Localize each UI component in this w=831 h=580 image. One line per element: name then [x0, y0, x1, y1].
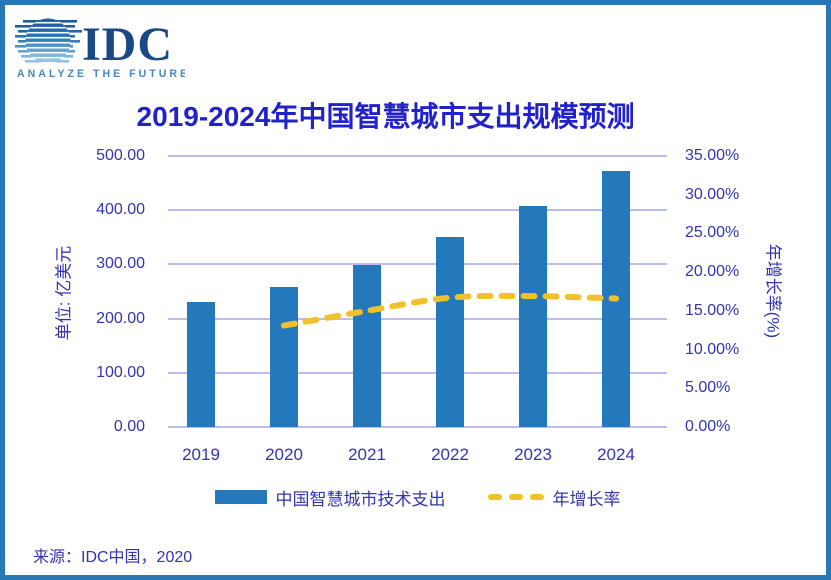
- left-axis-tick: 100.00: [96, 363, 145, 381]
- bar-2022: [436, 237, 464, 427]
- bar-2019: [187, 302, 215, 427]
- globe-icon: [25, 18, 71, 64]
- chart-title: 2019-2024年中国智慧城市支出规模预测: [136, 101, 635, 132]
- idc-logo-tagline: ANALYZE THE FUTURE: [17, 68, 185, 80]
- dash-series-swatch: [487, 494, 544, 500]
- x-axis-labels: 2019 2020 2021 2022 2023 2024: [168, 445, 667, 467]
- left-axis-tick: 300.00: [96, 255, 145, 273]
- x-axis-label-2023: 2023: [514, 445, 552, 464]
- right-axis-tick: 30.00%: [685, 185, 740, 203]
- legend-item-growth: 年增长率: [487, 485, 621, 510]
- legend-label-spending: 中国智慧城市技术支出: [275, 489, 446, 509]
- x-axis-label-2020: 2020: [265, 445, 303, 464]
- right-axis-tick: 20.00%: [685, 263, 740, 281]
- bar-2023: [519, 206, 547, 427]
- right-axis-tick: 5.00%: [685, 379, 731, 397]
- gridline: [168, 371, 667, 374]
- bar-series-swatch: [214, 490, 267, 504]
- idc-logo: IDC ANALYZE THE FUTURE: [15, 18, 185, 80]
- right-axis-tick: 25.00%: [685, 224, 740, 242]
- x-axis-label-2019: 2019: [182, 445, 220, 464]
- growth-rate-line: [281, 292, 619, 329]
- right-axis-tick: 35.00%: [685, 147, 740, 164]
- gridline: [168, 317, 667, 320]
- left-axis-tick: 0.00: [113, 418, 145, 435]
- legend: 中国智慧城市技术支出 年增长率: [168, 485, 667, 509]
- legend-item-spending: 中国智慧城市技术支出: [214, 485, 446, 510]
- right-axis-tick: 15.00%: [685, 301, 740, 319]
- x-axis-label-2021: 2021: [348, 445, 386, 464]
- right-axis-tick: 0.00%: [685, 418, 731, 435]
- bar-2020: [270, 286, 298, 427]
- x-axis-label-2022: 2022: [431, 445, 469, 464]
- right-axis-tick: 10.00%: [685, 340, 740, 358]
- gridline: [168, 263, 667, 266]
- right-axis-ticks: 35.00% 30.00% 25.00% 20.00% 15.00% 10.00% 5.00…: [685, 147, 795, 435]
- left-axis-tick: 400.00: [96, 201, 145, 219]
- x-axis-label-2024: 2024: [597, 445, 635, 464]
- plot-area: [168, 155, 667, 428]
- legend-label-growth: 年增长率: [552, 489, 621, 509]
- left-axis-tick: 200.00: [96, 309, 145, 327]
- idc-logo-text: IDC: [82, 18, 173, 71]
- bar-2021: [353, 265, 381, 427]
- source-note: 来源：IDC中国，2020: [33, 549, 193, 566]
- left-axis-ticks: 500.00 400.00 300.00 200.00 100.00 0.00: [45, 147, 145, 435]
- gridline: [168, 209, 667, 212]
- gridline: [168, 426, 667, 428]
- gridline: [168, 155, 667, 157]
- left-axis-tick: 500.00: [96, 147, 145, 164]
